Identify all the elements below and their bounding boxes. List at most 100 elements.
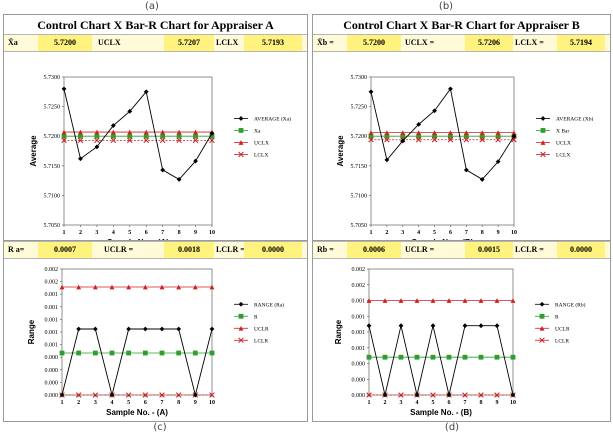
data-point	[78, 129, 83, 135]
data-point	[61, 129, 67, 135]
x-tick-label: 6	[144, 400, 147, 406]
x-tick-label: 7	[161, 400, 164, 406]
x-tick-label: 10	[511, 230, 517, 236]
data-point	[446, 354, 452, 360]
data-point	[384, 133, 390, 139]
panel-a: Control Chart X Bar-R Chart for Appraise…	[3, 14, 308, 254]
data-point	[479, 130, 485, 136]
data-point	[92, 350, 98, 356]
data-point	[192, 350, 198, 356]
legend-label: LCLR	[555, 338, 569, 344]
rbar-label: R a=	[8, 245, 25, 254]
data-point	[143, 129, 149, 135]
x-tick-label: 9	[497, 230, 500, 236]
data-point	[160, 167, 166, 173]
data-point	[176, 133, 182, 139]
x-tick-label: 7	[161, 230, 164, 236]
data-point	[431, 136, 438, 143]
data-point	[416, 133, 422, 139]
data-point	[175, 392, 182, 398]
panel-c-stats: R a= 0.0007 UCLR = 0.0018 LCLR = 0.0000	[4, 241, 307, 259]
x-tick-label: 2	[384, 400, 387, 406]
lcl-label: LCLX	[216, 38, 239, 47]
data-point	[94, 137, 100, 144]
legend-label: LCLR	[254, 338, 268, 344]
data-point	[384, 136, 390, 143]
data-point	[430, 354, 436, 360]
data-point	[462, 298, 468, 303]
legend-label: AVERAGE (Xa)	[254, 115, 291, 122]
y-tick-label: 0.002	[352, 283, 366, 289]
y-tick-label: 5.7050	[44, 223, 61, 229]
y-tick-label: 5.7250	[44, 105, 61, 111]
data-point	[495, 133, 501, 139]
x-tick-label: 1	[368, 400, 371, 406]
data-point	[400, 133, 406, 139]
lcl-value: 5.7193	[244, 35, 302, 51]
y-tick-label: 0.000	[45, 368, 59, 374]
panel-b: Control Chart X Bar-R Chart for Appraise…	[312, 14, 611, 254]
data-point	[176, 177, 182, 182]
ucl-label: UCLX =	[405, 38, 435, 47]
legend-label: AVERAGE (Xb)	[556, 115, 593, 122]
panel-c: R a= 0.0007 UCLR = 0.0018 LCLR = 0.0000 …	[3, 240, 308, 422]
data-point	[494, 298, 500, 303]
y-tick-label: 0.001	[45, 330, 59, 336]
legend-item: AVERAGE (Xa)	[234, 115, 291, 122]
data-point	[59, 284, 65, 290]
series-uclr	[366, 298, 516, 303]
x-tick-label: 4	[112, 230, 115, 236]
legend-item: Xa	[234, 128, 261, 134]
x-tick-label: 5	[433, 230, 436, 236]
data-point	[78, 133, 83, 139]
data-point	[366, 354, 372, 360]
data-point	[143, 133, 149, 139]
ucl-label: UCLR =	[405, 245, 435, 254]
y-tick-label: 0.000	[352, 393, 366, 399]
series-xa	[61, 133, 215, 139]
legend-label: UCLR	[555, 326, 570, 332]
legend-label: UCLX	[254, 140, 269, 146]
data-point	[142, 392, 149, 398]
data-point	[209, 392, 215, 398]
panel-a-title: Control Chart X Bar-R Chart for Appraise…	[37, 18, 274, 32]
y-axis-label: Average	[29, 135, 38, 167]
data-point	[193, 158, 198, 164]
data-point	[94, 144, 100, 150]
data-point	[415, 136, 422, 143]
legend-label: LCLX	[254, 152, 268, 158]
data-point	[159, 350, 165, 356]
data-point	[414, 298, 420, 303]
series-uclx	[368, 130, 517, 136]
data-point	[511, 130, 517, 136]
rbar-value: 0.0006	[347, 242, 401, 258]
data-point	[126, 284, 132, 290]
lcl-label: LCLR =	[216, 245, 245, 254]
data-point	[192, 284, 198, 290]
lcl-value: 0.0000	[244, 242, 302, 258]
legend-label: R	[254, 314, 258, 320]
caption-c: (c)	[153, 422, 167, 433]
legend-label: Xa	[254, 128, 261, 134]
data-point	[61, 133, 67, 139]
rbar-value: 0.0007	[38, 242, 92, 258]
x-tick-label: 10	[510, 400, 516, 406]
data-point	[109, 284, 115, 290]
data-point	[446, 298, 452, 303]
data-point	[430, 392, 436, 398]
x-tick-label: 5	[128, 230, 131, 236]
caption-b: (b)	[438, 1, 454, 12]
legend-item: UCLR	[535, 325, 570, 332]
data-point	[478, 354, 484, 360]
data-point	[447, 136, 454, 143]
data-point	[160, 133, 166, 139]
series-line	[370, 87, 515, 180]
legend-marker	[539, 313, 545, 319]
data-point	[125, 392, 132, 398]
y-tick-label: 5.7200	[44, 134, 61, 140]
data-point	[368, 133, 374, 139]
data-point	[76, 350, 82, 356]
xbar-value: 5.7200	[38, 35, 92, 51]
